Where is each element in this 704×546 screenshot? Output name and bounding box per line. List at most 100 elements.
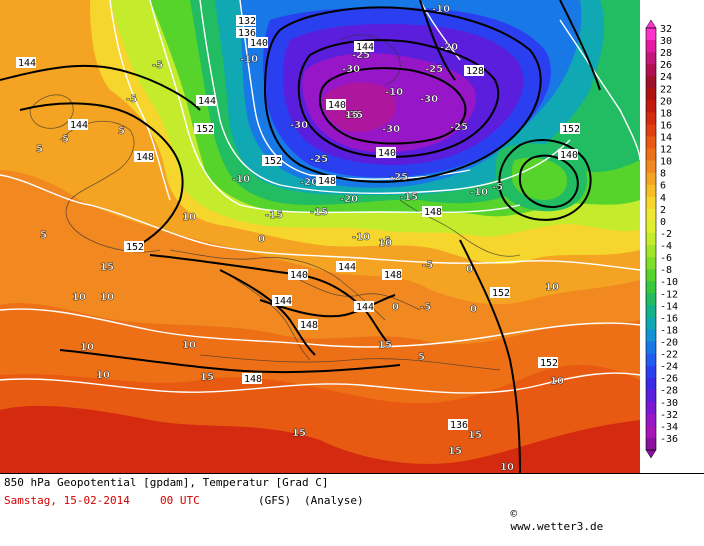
temperature-contour-label: 5: [40, 230, 47, 241]
geopotential-contour-label: 152: [540, 358, 558, 369]
legend-swatch: [646, 401, 656, 415]
legend-value-label: -32: [660, 410, 678, 421]
temperature-contour-label: -10: [432, 4, 450, 15]
legend-value-label: -24: [660, 362, 678, 373]
temperature-contour-label: -35: [345, 110, 363, 121]
geopotential-contour-label: 144: [338, 262, 356, 273]
geopotential-contour-label: 144: [198, 96, 216, 107]
legend-swatch: [646, 220, 656, 234]
legend-swatch: [646, 28, 656, 41]
temperature-contour-label: -30: [420, 94, 438, 105]
legend-value-label: 32: [660, 24, 672, 35]
copyright-link[interactable]: www.wetter3.de: [510, 520, 604, 533]
temperature-contour-label: 10: [500, 462, 514, 473]
geopotential-label-box: [326, 99, 346, 110]
legend-swatch: [646, 365, 656, 378]
geopotential-label-box: [560, 123, 580, 134]
geopotential-contour-label: 136: [450, 420, 468, 431]
legend-value-label: -18: [660, 325, 678, 336]
copyright-icon: ©: [510, 507, 518, 520]
legend-value-label: 18: [660, 108, 672, 119]
legend-value-label: -14: [660, 301, 678, 312]
temp-pocket-east-inner: [512, 157, 568, 200]
temperature-contour-label: 15: [345, 110, 359, 121]
legend-swatch: [646, 52, 656, 65]
geopotential-label-box: [16, 57, 36, 68]
geopotential-contour-label: 148: [424, 207, 442, 218]
temperature-contour-label: 15: [100, 262, 114, 273]
legend-swatch: [646, 413, 656, 427]
temperature-contour-label: -30: [382, 124, 400, 135]
geopotential-contour-label: 148: [300, 320, 318, 331]
legend-swatch: [646, 76, 656, 89]
legend-value-label: 26: [660, 60, 672, 71]
legend-swatch: [646, 341, 656, 354]
legend-value-label: 12: [660, 145, 672, 156]
legend-value-label: -8: [660, 265, 672, 276]
legend-swatch: [646, 281, 656, 294]
map-title: 850 hPa Geopotential [gpdam], Temperatur…: [4, 476, 329, 489]
temperature-contour-label: 10: [72, 292, 86, 303]
geopotential-label-box: [124, 241, 144, 252]
legend-swatch: [646, 64, 656, 77]
legend-frame: [645, 27, 657, 451]
temperature-contour-label: -30: [342, 64, 360, 75]
temperature-contour-label: 5: [118, 126, 125, 137]
legend-swatch: [646, 257, 656, 270]
weather-map: -35 -30 -30 -30 -30 -25 -25 -25 -25 -25 -20 -20 -20 -…: [0, 0, 640, 473]
temperature-contour-label: 10: [550, 376, 564, 387]
temp-band-minus34: [323, 82, 396, 132]
geopotential-label-box: [558, 149, 578, 160]
geopotential-label-box: [382, 269, 402, 280]
legend-swatch: [646, 124, 656, 137]
geopotential-contour-label: 148: [136, 152, 154, 163]
legend-swatch: [646, 377, 656, 391]
geopotential-contour-label: 148: [318, 176, 336, 187]
temperature-contour-label: 5: [36, 144, 43, 155]
legend-swatch: [646, 184, 656, 198]
copyright: © www.wetter3.de: [484, 494, 604, 546]
geopotential-contour-label: 140: [250, 38, 268, 49]
geopotential-label-box: [448, 419, 468, 430]
legend-value-label: -16: [660, 313, 678, 324]
geopotential-label-box: [242, 373, 262, 384]
geopotential-label-box: [236, 15, 256, 26]
geopotential-label-box: [68, 119, 88, 130]
geopotential-label-box: [422, 206, 442, 217]
legend-swatch: [646, 112, 656, 125]
geopotential-contour-label: 152: [264, 156, 282, 167]
legend-value-label: -4: [660, 241, 672, 252]
geopotential-label-box: [248, 37, 268, 48]
legend-value-label: -34: [660, 422, 678, 433]
geopotential-label-box: [490, 287, 510, 298]
geopotential-label-box: [262, 155, 282, 166]
legend-value-label: 10: [660, 157, 672, 168]
geopotential-contour-label: 144: [274, 296, 292, 307]
geopotential-contour-label: 152: [562, 124, 580, 135]
geopotential-contour-label: 140: [328, 100, 346, 111]
legend-value-label: 2: [660, 205, 666, 216]
legend-swatch: [646, 425, 656, 439]
temperature-contour-label: -15: [400, 192, 418, 203]
temperature-contour-label: 15: [200, 372, 214, 383]
temperature-contour-label: -25: [450, 122, 468, 133]
legend-swatch: [646, 293, 656, 306]
temperature-contour-label: -5: [492, 182, 503, 193]
geopotential-contour-label: 140: [560, 150, 578, 161]
legend-swatch: [646, 100, 656, 113]
geopotential-label-box: [354, 301, 374, 312]
analysis-label: (Analyse): [304, 494, 364, 507]
legend-value-label: 20: [660, 96, 672, 107]
geopotential-contour-label: 128: [466, 66, 484, 77]
legend-swatch: [646, 208, 656, 222]
map-footer: 850 hPa Geopotential [gpdam], Temperatur…: [0, 473, 704, 533]
temperature-contour-label: -25: [390, 172, 408, 183]
legend-swatch: [646, 172, 656, 186]
geopotential-contour-label: 132: [238, 16, 256, 27]
legend-value-label: 16: [660, 120, 672, 131]
legend-value-label: -6: [660, 253, 672, 264]
legend-value-label: -2: [660, 229, 672, 240]
coastlines: [29, 34, 521, 371]
geopotential-contour-label: 148: [384, 270, 402, 281]
